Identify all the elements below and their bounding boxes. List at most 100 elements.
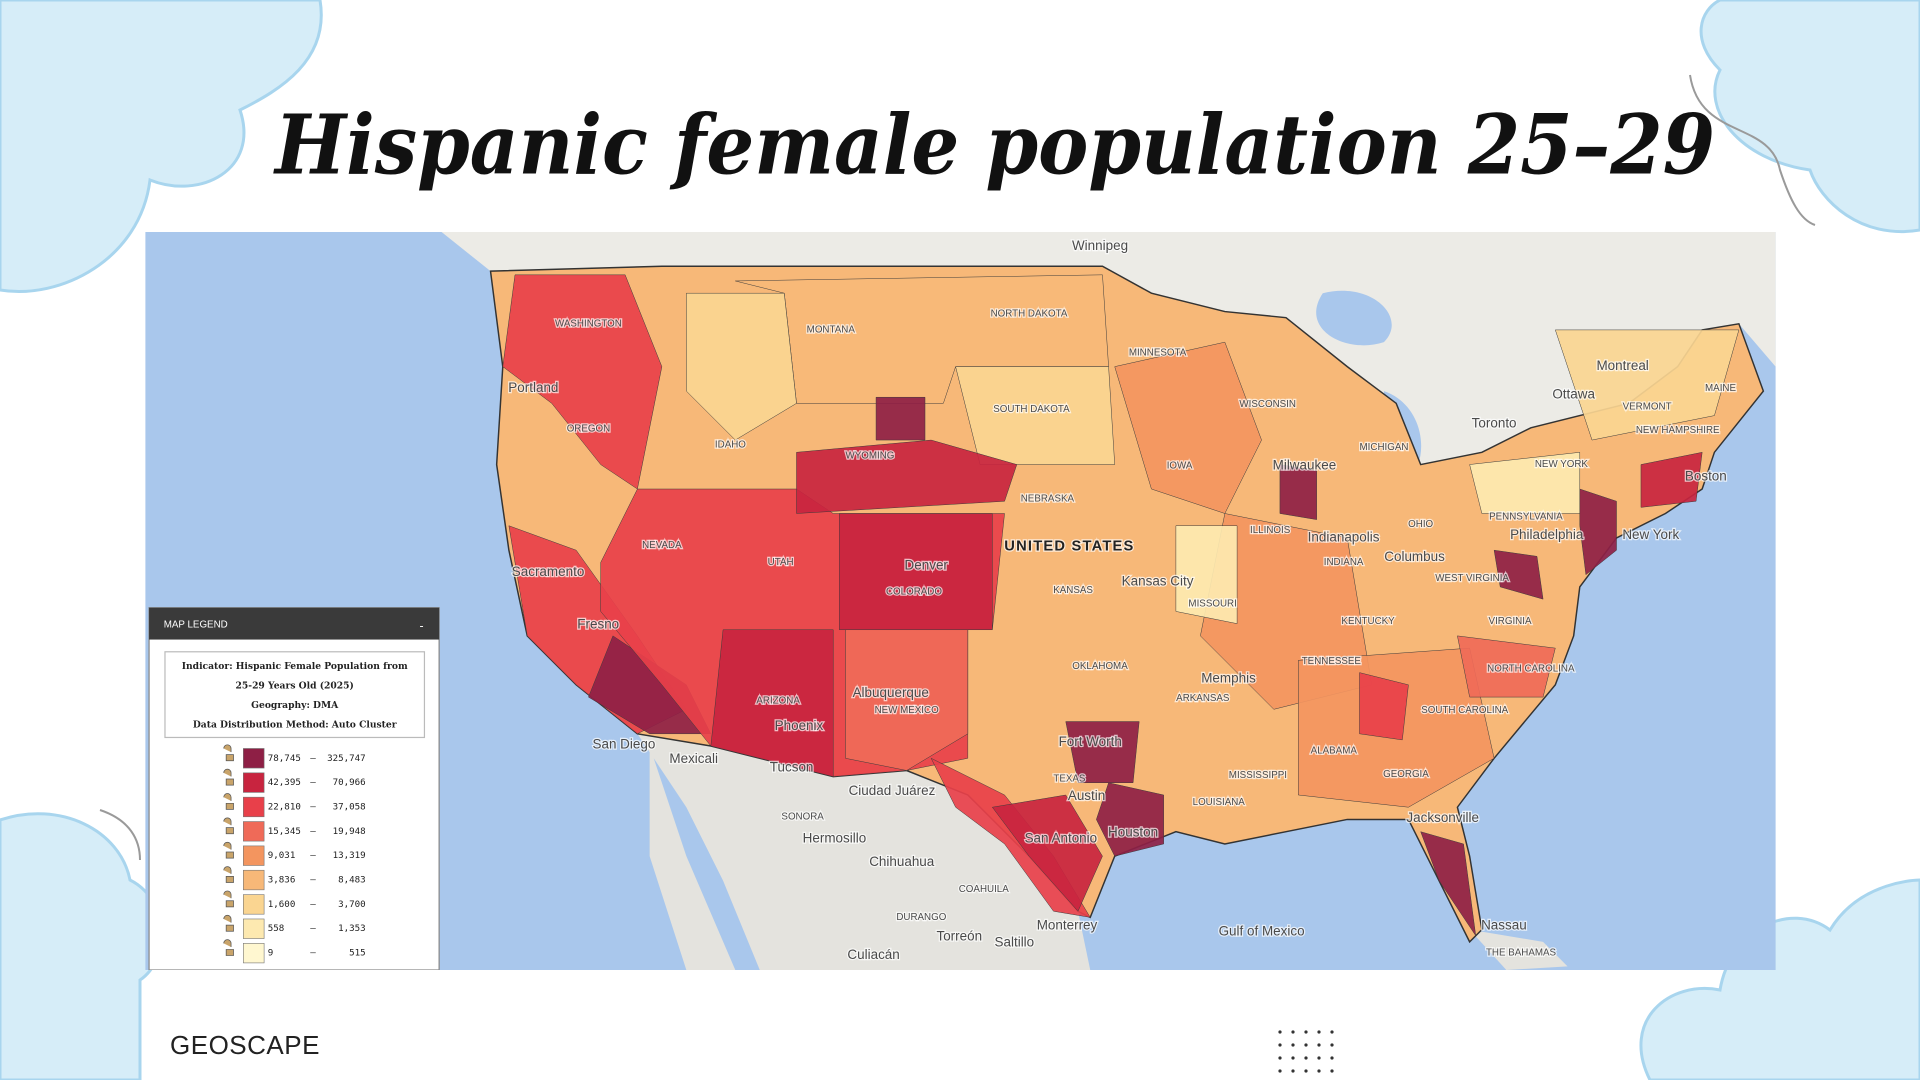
- region: [1554, 329, 1740, 441]
- dot: [1278, 1043, 1282, 1047]
- legend-min: 558: [268, 923, 285, 934]
- dot: [1278, 1069, 1282, 1073]
- map-label: PENNSYLVANIA: [1489, 512, 1563, 523]
- map-label: Nassau: [1481, 918, 1527, 933]
- legend-min: 22,810: [268, 801, 301, 812]
- legend-info: Indicator: Hispanic Female Population fr…: [182, 661, 408, 672]
- map-label: Albuquerque: [853, 685, 929, 700]
- map-label: MISSOURI: [1188, 599, 1236, 610]
- region: [1493, 549, 1544, 600]
- map-label: WASHINGTON: [555, 318, 622, 329]
- map-label: OHIO: [1408, 519, 1433, 530]
- map-label: Culiacán: [847, 947, 899, 962]
- legend-swatch: [243, 772, 265, 793]
- map-label: San Antonio: [1025, 831, 1098, 846]
- map-label: Saltillo: [995, 935, 1035, 950]
- region: [955, 366, 1115, 465]
- map-label: Indianapolis: [1308, 530, 1380, 545]
- map-label: KENTUCKY: [1341, 616, 1395, 627]
- dot: [1291, 1043, 1295, 1047]
- map-label: THE BAHAMAS: [1486, 947, 1557, 958]
- map-label: Fresno: [577, 616, 619, 631]
- map-label: Denver: [905, 558, 949, 573]
- map-label: Montreal: [1596, 358, 1648, 373]
- map: Winnipeg WASHINGTON MONTANA NORTH DAKOTA MIN…: [145, 232, 1776, 970]
- map-label: WYOMING: [845, 451, 894, 462]
- map-label: KANSAS: [1053, 585, 1093, 596]
- dot: [1304, 1030, 1308, 1034]
- legend-collapse[interactable]: -: [420, 618, 424, 632]
- legend-min: 78,745: [268, 753, 301, 764]
- map-label: COAHUILA: [959, 884, 1009, 895]
- dot: [1304, 1069, 1308, 1073]
- legend-info-box: [164, 651, 426, 739]
- bahamas: [1469, 929, 1568, 970]
- legend-swatch: [243, 796, 265, 818]
- legend-swatch: [243, 845, 265, 866]
- legend-swatch: [243, 918, 265, 939]
- region: [1420, 831, 1476, 936]
- region: [1279, 464, 1317, 520]
- region: [796, 439, 1018, 514]
- legend-max: 515: [349, 948, 366, 959]
- region: [1640, 451, 1703, 508]
- dot: [1330, 1030, 1334, 1034]
- region: [845, 629, 969, 771]
- map-label: COLORADO: [886, 586, 942, 597]
- map-label: MONTANA: [807, 325, 856, 336]
- dot: [1291, 1056, 1295, 1060]
- region: [686, 292, 797, 441]
- map-label: Sacramento: [512, 564, 585, 579]
- legend-min: 9,031: [268, 850, 296, 861]
- dot: [1291, 1069, 1295, 1073]
- lock-icon: [223, 866, 234, 883]
- map-label: San Diego: [593, 736, 656, 751]
- map-label: Winnipeg: [1072, 238, 1128, 253]
- map-label: INDIANA: [1324, 557, 1364, 568]
- dot: [1317, 1069, 1321, 1073]
- map-label: SOUTH CAROLINA: [1421, 705, 1508, 716]
- map-label: NEW YORK: [1535, 459, 1589, 470]
- map-label: NEVADA: [642, 540, 682, 551]
- dot: [1317, 1056, 1321, 1060]
- legend-max: 3,700: [338, 899, 366, 910]
- map-label: Jacksonville: [1406, 810, 1479, 825]
- map-label: Columbus: [1384, 549, 1445, 564]
- map-label: Kansas City: [1122, 574, 1194, 589]
- map-label: Toronto: [1472, 416, 1517, 431]
- title-area: Hispanic female population 25–29: [273, 97, 1715, 193]
- map-label: Portland: [508, 380, 558, 395]
- legend-max: 325,747: [327, 753, 366, 764]
- canada: [441, 232, 1776, 465]
- legend-separator: —: [310, 850, 316, 861]
- region: [1359, 672, 1409, 741]
- map-label: IDAHO: [715, 440, 746, 451]
- legend-separator: —: [310, 801, 316, 812]
- map-label: ARKANSAS: [1176, 693, 1230, 704]
- lock-icon: [223, 939, 234, 956]
- map-label: Austin: [1068, 788, 1105, 803]
- map-label: GEORGIA: [1383, 769, 1429, 780]
- legend-min: 9: [268, 948, 274, 959]
- legend-max: 70,966: [333, 777, 366, 788]
- dot: [1330, 1056, 1334, 1060]
- legend-max: 8,483: [338, 875, 366, 886]
- legend-swatch: [243, 869, 265, 891]
- legend-max: 37,058: [333, 801, 366, 812]
- region: [1579, 488, 1617, 576]
- legend-separator: —: [310, 948, 316, 959]
- legend-header: [149, 607, 440, 640]
- map-label: NORTH DAKOTA: [991, 309, 1068, 320]
- lock-icon: [223, 768, 234, 786]
- map-label: VIRGINIA: [1489, 616, 1532, 627]
- legend-min: 3,836: [268, 875, 296, 886]
- region: [1175, 525, 1238, 624]
- dot: [1304, 1056, 1308, 1060]
- dot: [1304, 1043, 1308, 1047]
- map-label: SONORA: [781, 812, 824, 823]
- map-legend: MAP LEGEND - Indicator: Hispanic Female …: [148, 607, 440, 970]
- map-label: VERMONT: [1623, 402, 1672, 413]
- map-label: SOUTH DAKOTA: [993, 404, 1070, 415]
- great-lakes: [1316, 290, 1531, 490]
